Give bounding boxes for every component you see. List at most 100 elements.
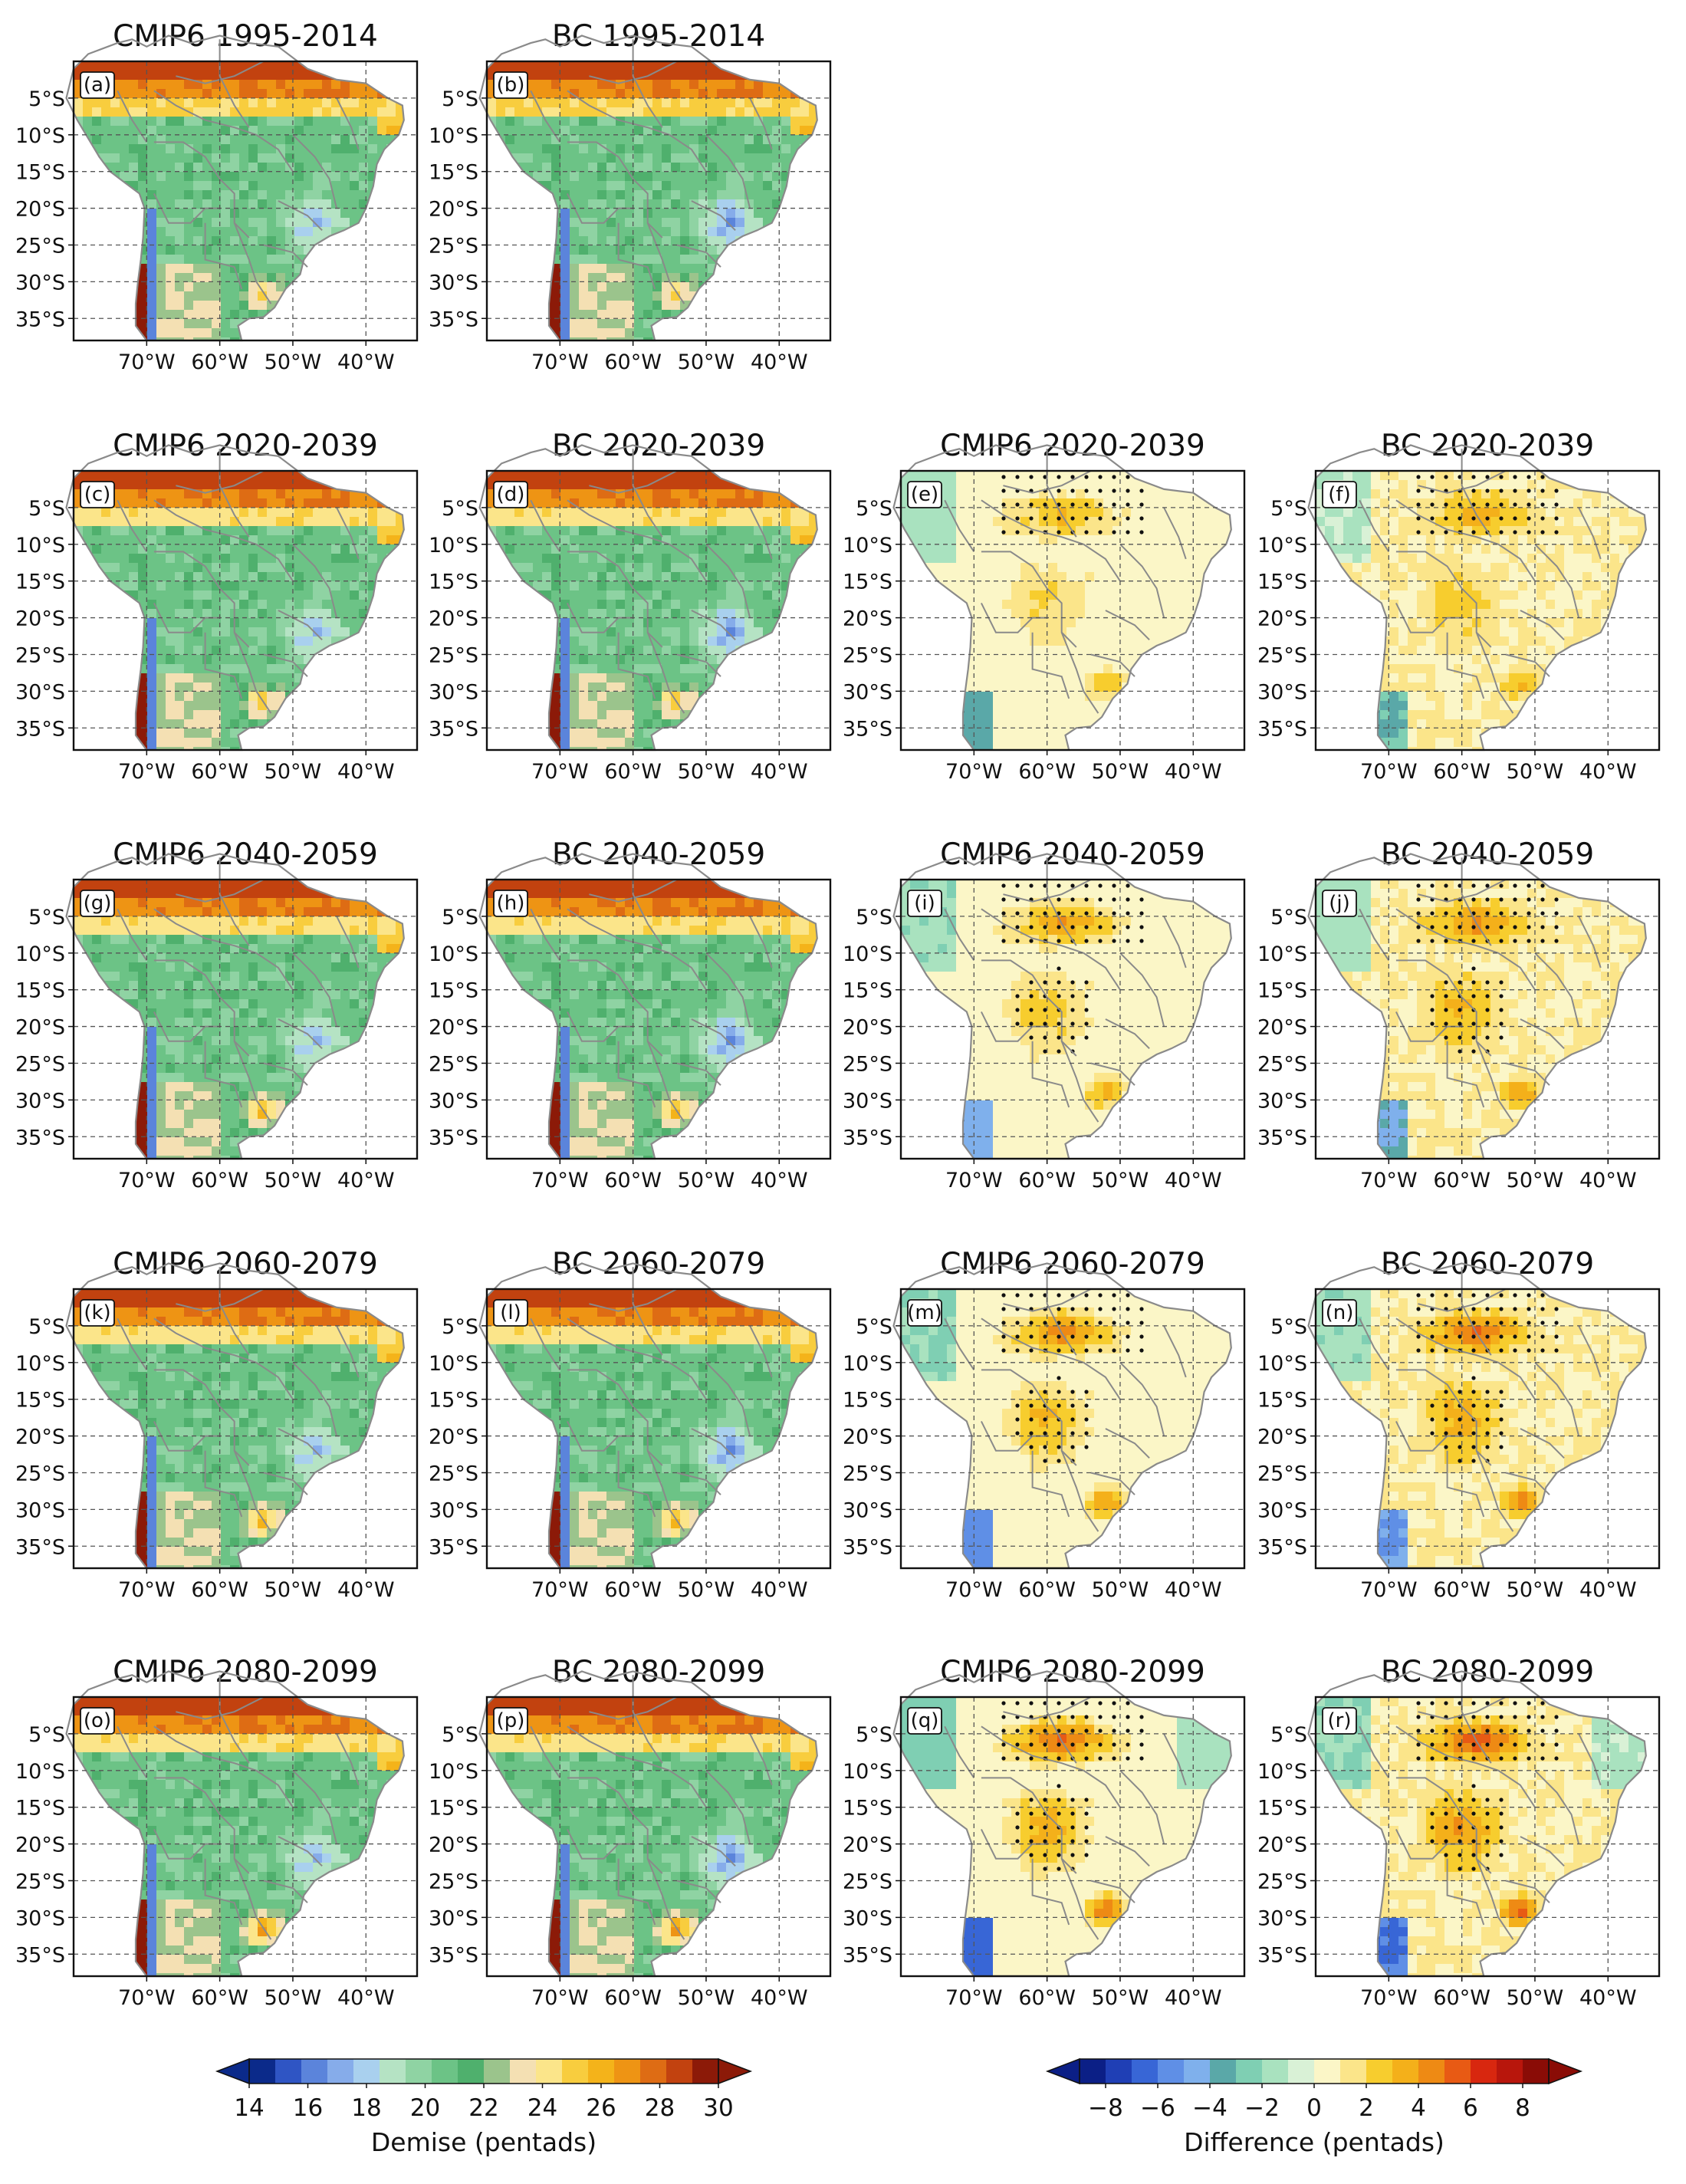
country-border xyxy=(153,90,294,173)
panel-label-box xyxy=(493,71,528,99)
lat-tick-label: 20°S xyxy=(1257,607,1307,631)
colorbar-swatch xyxy=(1288,2059,1315,2084)
colorbar-swatch xyxy=(275,2059,302,2084)
country-border xyxy=(153,1725,294,1808)
country-border xyxy=(1534,544,1580,618)
lat-tick-label: 20°S xyxy=(1257,1016,1307,1040)
panel-frame xyxy=(899,469,1246,752)
lat-tick-label: 20°S xyxy=(429,607,478,631)
colorbar-tick-label: 18 xyxy=(351,2094,381,2122)
country-border xyxy=(632,857,663,946)
panel-label: (o) xyxy=(84,1709,111,1732)
lon-tick-label: 70°W xyxy=(531,1986,589,2010)
colorbar-tick-label: 6 xyxy=(1463,2094,1478,2122)
country-border xyxy=(1520,1018,1565,1050)
country-border xyxy=(1046,857,1077,946)
panel-title: BC 1995-2014 xyxy=(552,19,765,54)
colorbar-swatch xyxy=(1418,2059,1445,2084)
country-border xyxy=(1395,908,1536,991)
coastline xyxy=(65,853,405,1160)
colorbar-title: Difference (pentads) xyxy=(1184,2127,1444,2157)
country-border xyxy=(233,1041,272,1123)
country-border xyxy=(1505,1472,1550,1495)
country-border xyxy=(1090,1880,1136,1903)
lon-tick-label: 40°W xyxy=(337,760,395,784)
colorbar: 14 16 18 20 22 24 26 28 30 Demise (pentads) xyxy=(215,2057,753,2157)
colorbar-swatch xyxy=(1392,2059,1419,2084)
lon-tick-label: 50°W xyxy=(265,1986,322,2010)
panel-title: CMIP6 2080-2099 xyxy=(940,1655,1205,1689)
lat-tick-label: 20°S xyxy=(429,1016,478,1040)
coastline xyxy=(892,444,1232,752)
panel-label: (f) xyxy=(1328,483,1350,506)
country-border xyxy=(1446,1450,1485,1518)
field-raster xyxy=(74,471,404,750)
country-border xyxy=(1090,1062,1136,1086)
panel-frame xyxy=(899,1288,1246,1570)
colorbar-max-extend xyxy=(1548,2057,1583,2085)
lon-tick-label: 50°W xyxy=(1507,760,1564,784)
lat-tick-label: 10°S xyxy=(15,1352,65,1376)
colorbar-swatch xyxy=(484,2059,511,2084)
country-border xyxy=(1578,1733,1602,1786)
lat-tick-label: 30°S xyxy=(429,680,478,704)
country-border xyxy=(1031,1041,1070,1108)
country-border xyxy=(749,97,773,150)
lat-tick-label: 15°S xyxy=(843,1389,892,1413)
lat-tick-label: 20°S xyxy=(1257,1834,1307,1857)
country-border xyxy=(336,1325,360,1378)
panel-title: CMIP6 1995-2014 xyxy=(113,19,378,54)
panel-frame xyxy=(72,60,419,342)
colorbar-swatch xyxy=(1106,2059,1132,2084)
country-border xyxy=(1395,1317,1536,1400)
colorbar-tick-label: −8 xyxy=(1088,2094,1123,2122)
country-border xyxy=(1534,1362,1580,1436)
coastline xyxy=(65,444,405,752)
panel-label-box xyxy=(80,1299,115,1327)
colorbar-swatch xyxy=(1184,2059,1211,2084)
country-border xyxy=(1578,916,1602,969)
colorbar-max-extend xyxy=(718,2057,753,2085)
panel-label-box xyxy=(907,481,942,508)
country-border xyxy=(278,200,323,232)
lon-tick-label: 40°W xyxy=(751,1986,808,2010)
lat-tick-label: 10°S xyxy=(429,124,478,148)
lat-tick-label: 35°S xyxy=(1257,1943,1307,1967)
lon-tick-label: 60°W xyxy=(191,1169,248,1192)
country-border xyxy=(292,544,338,618)
lon-tick-label: 60°W xyxy=(1433,760,1490,784)
panel-label: (m) xyxy=(907,1301,942,1324)
colorbar-swatch xyxy=(1340,2059,1367,2084)
lat-tick-label: 10°S xyxy=(15,124,65,148)
lat-tick-label: 10°S xyxy=(843,534,892,558)
panel-title: BC 2040-2059 xyxy=(1381,837,1594,872)
country-border xyxy=(1119,544,1165,618)
coastline xyxy=(1307,1262,1647,1570)
country-border xyxy=(632,39,663,128)
colorbar-swatch xyxy=(1471,2059,1497,2084)
lon-tick-label: 70°W xyxy=(531,350,589,374)
country-border xyxy=(676,1062,721,1086)
country-border xyxy=(632,1267,663,1356)
lat-tick-label: 30°S xyxy=(843,1498,892,1522)
lat-tick-label: 25°S xyxy=(843,1052,892,1076)
lon-tick-label: 40°W xyxy=(337,350,395,374)
country-border xyxy=(1046,1675,1077,1764)
panel-label-box xyxy=(1322,1707,1357,1735)
lat-tick-label: 25°S xyxy=(843,1462,892,1485)
colorbar-swatch xyxy=(666,2059,693,2084)
country-border xyxy=(981,1725,1121,1808)
country-border xyxy=(749,1325,773,1378)
country-border xyxy=(1031,1450,1070,1518)
panel-label: (p) xyxy=(497,1709,525,1732)
lon-tick-label: 50°W xyxy=(265,1578,322,1602)
country-border xyxy=(1105,610,1150,641)
lat-tick-label: 25°S xyxy=(1257,1870,1307,1893)
lon-tick-label: 60°W xyxy=(1018,1169,1076,1192)
country-border xyxy=(1520,1428,1565,1459)
colorbar-tick-label: 14 xyxy=(234,2094,264,2122)
panel-title: BC 2080-2099 xyxy=(552,1655,765,1689)
country-border xyxy=(1119,952,1165,1027)
lat-tick-label: 30°S xyxy=(429,271,478,294)
lat-tick-label: 20°S xyxy=(843,1426,892,1449)
